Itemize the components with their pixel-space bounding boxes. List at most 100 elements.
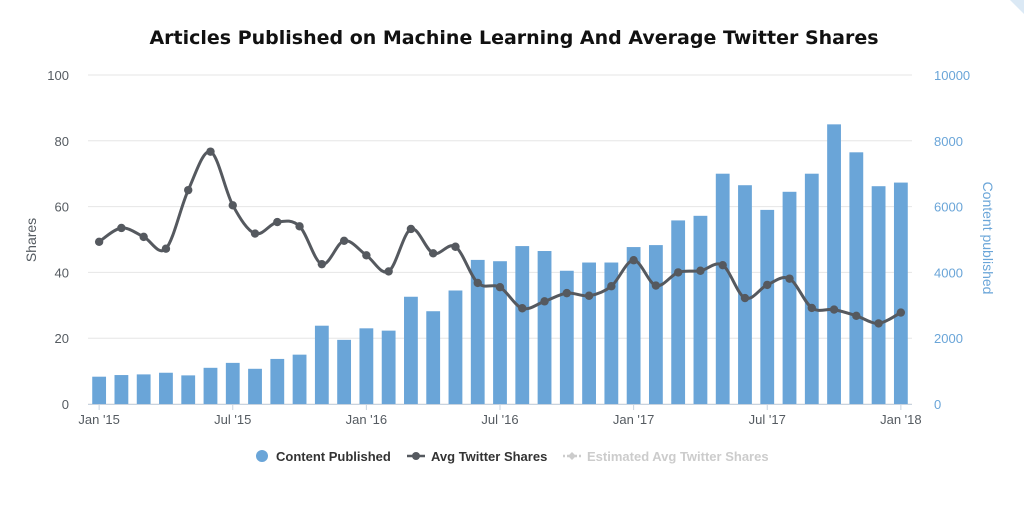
bar[interactable] [181, 375, 196, 404]
bar[interactable] [225, 362, 240, 404]
line-point[interactable] [495, 283, 505, 292]
y2-tick-label: 10000 [934, 68, 970, 83]
line-point[interactable] [428, 249, 438, 258]
line-point[interactable] [607, 282, 616, 291]
bar[interactable] [92, 376, 107, 404]
bar[interactable] [827, 124, 841, 404]
bar[interactable] [648, 245, 663, 404]
line-point[interactable] [362, 251, 371, 260]
line-point[interactable] [852, 311, 861, 321]
y2-axis-label: Content published [980, 182, 996, 295]
line-point[interactable] [339, 236, 349, 246]
bar[interactable] [448, 290, 463, 404]
bar[interactable] [159, 372, 173, 404]
bar[interactable] [292, 354, 307, 404]
line-point[interactable] [562, 288, 572, 298]
bar[interactable] [381, 330, 396, 404]
bar[interactable] [470, 259, 485, 404]
bar[interactable] [582, 262, 596, 404]
bar[interactable] [203, 367, 218, 404]
y-tick-label: 80 [55, 134, 69, 149]
line-point[interactable] [250, 229, 260, 238]
bar[interactable] [849, 152, 864, 404]
legend-label: Content Published [276, 449, 391, 464]
line-point[interactable] [874, 319, 883, 328]
bar[interactable] [804, 173, 819, 404]
line-point[interactable] [518, 304, 527, 313]
legend-marker-bar [256, 450, 268, 462]
line-point[interactable] [117, 223, 126, 233]
line-point[interactable] [807, 303, 816, 313]
bar[interactable] [515, 246, 530, 404]
bar[interactable] [270, 358, 285, 404]
bar[interactable] [248, 368, 262, 404]
bar[interactable] [760, 209, 775, 404]
line-point[interactable] [651, 281, 661, 290]
line-point[interactable] [540, 297, 549, 306]
legend-item-content-published[interactable]: Content Published [256, 449, 391, 464]
bar[interactable] [136, 374, 151, 404]
line-point[interactable] [829, 305, 839, 314]
bar[interactable] [559, 270, 574, 404]
x-tick-label: Jan '15 [78, 412, 120, 427]
x-tick-label: Jan '16 [346, 412, 388, 427]
bar-series-content-published[interactable] [92, 124, 908, 404]
legend-item-avg-twitter-shares[interactable]: Avg Twitter Shares [407, 449, 547, 464]
line-point[interactable] [206, 147, 215, 156]
y-tick-label: 100 [47, 68, 69, 83]
bar[interactable] [493, 261, 507, 404]
line-series-avg-twitter-shares[interactable] [94, 147, 906, 328]
bar[interactable] [715, 173, 730, 404]
line-point[interactable] [295, 222, 304, 231]
line-point[interactable] [673, 268, 683, 277]
bar[interactable] [314, 325, 329, 404]
bar[interactable] [114, 375, 129, 404]
line-point[interactable] [228, 201, 237, 210]
line-point[interactable] [317, 259, 327, 269]
legend-marker-line [412, 452, 420, 460]
bar[interactable] [426, 311, 441, 404]
line-point[interactable] [451, 242, 460, 251]
line-point[interactable] [629, 256, 638, 265]
bar[interactable] [626, 247, 641, 404]
line-point[interactable] [184, 185, 193, 195]
x-tick-label: Jan '18 [880, 412, 922, 427]
bar[interactable] [359, 328, 374, 404]
bar[interactable] [604, 262, 619, 404]
line-point[interactable] [896, 308, 906, 317]
bar[interactable] [893, 182, 908, 404]
y-tick-label: 20 [55, 331, 69, 346]
bar[interactable] [693, 215, 708, 404]
bar[interactable] [404, 296, 418, 404]
line-point[interactable] [161, 244, 171, 253]
line-point[interactable] [785, 274, 794, 283]
line-point[interactable] [406, 224, 416, 234]
line-point[interactable] [718, 260, 727, 270]
bar[interactable] [871, 186, 886, 404]
line-point[interactable] [273, 217, 282, 227]
y2-tick-label: 2000 [934, 331, 963, 346]
y-tick-label: 0 [62, 397, 69, 412]
x-tick-label: Jul '17 [749, 412, 786, 427]
bar[interactable] [671, 220, 686, 404]
legend-item-estimated-avg-twitter-shares[interactable]: Estimated Avg Twitter Shares [563, 449, 769, 464]
line-point[interactable] [139, 232, 148, 242]
x-tick-label: Jul '15 [214, 412, 251, 427]
line-point[interactable] [473, 278, 482, 288]
corner-fold-icon [1010, 0, 1024, 14]
legend-label: Estimated Avg Twitter Shares [587, 449, 769, 464]
bar[interactable] [782, 191, 797, 404]
legend-label: Avg Twitter Shares [431, 449, 547, 464]
bar[interactable] [537, 251, 552, 404]
legend-marker-diamond [568, 452, 576, 460]
line-point[interactable] [384, 267, 393, 276]
line-point[interactable] [94, 237, 104, 247]
y2-tick-label: 4000 [934, 265, 963, 280]
bar[interactable] [337, 339, 352, 404]
line-point[interactable] [696, 266, 705, 275]
line-point[interactable] [584, 291, 594, 300]
line-point[interactable] [740, 293, 750, 303]
line-point[interactable] [763, 280, 772, 290]
